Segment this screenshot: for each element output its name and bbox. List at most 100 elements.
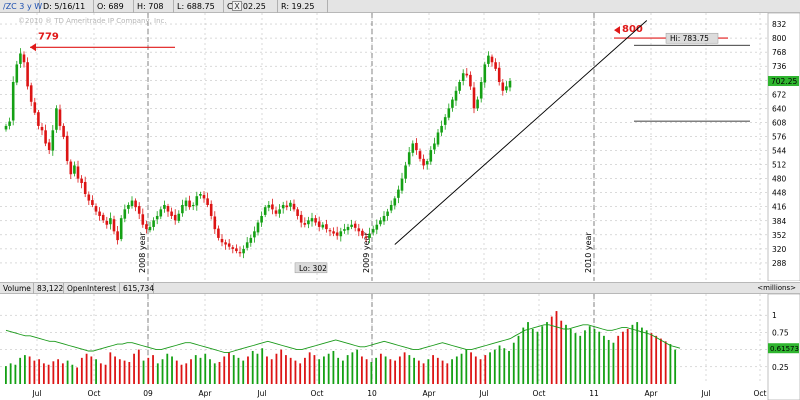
candle-body bbox=[317, 221, 321, 227]
candle-body bbox=[166, 206, 170, 212]
down-candle bbox=[170, 207, 173, 220]
up-candle bbox=[321, 222, 325, 230]
candle-body bbox=[281, 204, 285, 209]
candle-body bbox=[303, 223, 307, 225]
candle-body bbox=[44, 130, 47, 144]
volume-bar bbox=[323, 356, 325, 384]
candle-body bbox=[368, 233, 371, 238]
down-candle bbox=[101, 212, 105, 223]
volume-bar bbox=[593, 328, 596, 384]
down-candle bbox=[22, 51, 26, 68]
volume-bar bbox=[52, 361, 55, 384]
candle-body bbox=[22, 54, 26, 63]
candle-body bbox=[494, 62, 497, 69]
volume-bar bbox=[194, 355, 197, 384]
volume-bar bbox=[550, 316, 553, 384]
down-candle bbox=[353, 221, 357, 232]
candle-body bbox=[260, 215, 263, 223]
level-arrow-icon bbox=[30, 43, 36, 52]
volume-bar bbox=[185, 363, 188, 384]
candle-body bbox=[40, 126, 44, 131]
down-candle bbox=[274, 206, 278, 217]
candle-body bbox=[393, 198, 397, 206]
up-candle bbox=[375, 219, 379, 235]
candle-body bbox=[346, 226, 350, 231]
candle-body bbox=[26, 62, 29, 87]
level-arrow-icon bbox=[614, 26, 620, 35]
down-candle bbox=[213, 211, 217, 234]
candle-body bbox=[461, 73, 465, 81]
down-candle bbox=[145, 220, 148, 234]
down-candle bbox=[224, 239, 227, 250]
candle-body bbox=[469, 74, 472, 87]
candle-body bbox=[371, 229, 375, 233]
volume-bar bbox=[209, 359, 211, 384]
candle-body bbox=[364, 236, 368, 238]
open-readout: O: 689 bbox=[94, 0, 134, 13]
volume-bar bbox=[612, 342, 615, 384]
down-candle bbox=[91, 195, 94, 208]
close-study-button[interactable]: X bbox=[232, 1, 242, 11]
volume-bar bbox=[394, 360, 397, 384]
candle-body bbox=[263, 207, 267, 215]
candle-body bbox=[37, 112, 40, 126]
volume-bar bbox=[631, 324, 634, 384]
volume-bar bbox=[493, 349, 496, 384]
volume-bar bbox=[156, 363, 159, 384]
symbol-label[interactable]: /ZC 3 y W bbox=[0, 0, 42, 13]
up-candle bbox=[508, 77, 512, 92]
volume-bar bbox=[275, 353, 278, 384]
level-label-800: 800 bbox=[622, 24, 643, 35]
down-candle bbox=[76, 160, 80, 183]
x-tick-label: Jul bbox=[31, 389, 41, 398]
volume-bar bbox=[660, 338, 662, 384]
candle-body bbox=[184, 200, 188, 207]
volume-bar bbox=[398, 356, 401, 384]
candle-body bbox=[465, 73, 469, 76]
volume-bar bbox=[289, 357, 292, 384]
up-candle bbox=[148, 221, 152, 233]
volume-bar bbox=[161, 359, 164, 384]
volume-bar bbox=[142, 360, 145, 384]
volume-bar bbox=[641, 327, 643, 384]
volume-bar bbox=[417, 360, 420, 384]
volume-bar bbox=[342, 360, 344, 384]
trend-line bbox=[394, 20, 648, 245]
candle-body bbox=[382, 215, 386, 222]
candle-body bbox=[386, 211, 389, 216]
down-candle bbox=[494, 58, 497, 72]
candle-body bbox=[127, 204, 130, 209]
candle-body bbox=[357, 228, 361, 232]
volume-bar bbox=[669, 344, 672, 384]
volume-bar bbox=[285, 355, 287, 384]
volume-bar bbox=[261, 348, 264, 384]
volume-bar bbox=[607, 339, 610, 384]
volume-bar bbox=[356, 349, 359, 384]
price-tick-label: 736 bbox=[772, 62, 787, 71]
candle-body bbox=[325, 224, 328, 230]
down-candle bbox=[112, 215, 116, 235]
lo-label: Lo: 302 bbox=[299, 264, 327, 273]
up-candle bbox=[447, 103, 451, 121]
up-candle bbox=[443, 114, 447, 130]
volume-chart: 0.250.50.7510.61573JulOct09AprJulOct10Ap… bbox=[0, 294, 800, 400]
candle-body bbox=[490, 56, 494, 63]
volume-bar bbox=[541, 326, 544, 384]
candle-body bbox=[238, 252, 242, 254]
down-candle bbox=[94, 203, 98, 216]
down-candle bbox=[220, 234, 224, 247]
volume-bar bbox=[313, 355, 316, 384]
volume-bar bbox=[555, 311, 558, 384]
volume-bar bbox=[104, 364, 107, 384]
down-candle bbox=[166, 203, 170, 217]
volume-bar bbox=[228, 352, 230, 384]
candle-body bbox=[447, 108, 451, 118]
quote-header: /ZC 3 y W D: 5/16/11 O: 689 H: 708 L: 68… bbox=[0, 0, 800, 13]
volume-bar bbox=[133, 353, 135, 384]
volume-bar bbox=[560, 320, 563, 384]
volume-plot-area bbox=[0, 294, 768, 400]
up-candle bbox=[400, 172, 404, 194]
candle-body bbox=[177, 213, 181, 221]
down-candle bbox=[235, 244, 238, 254]
up-candle bbox=[505, 81, 508, 93]
